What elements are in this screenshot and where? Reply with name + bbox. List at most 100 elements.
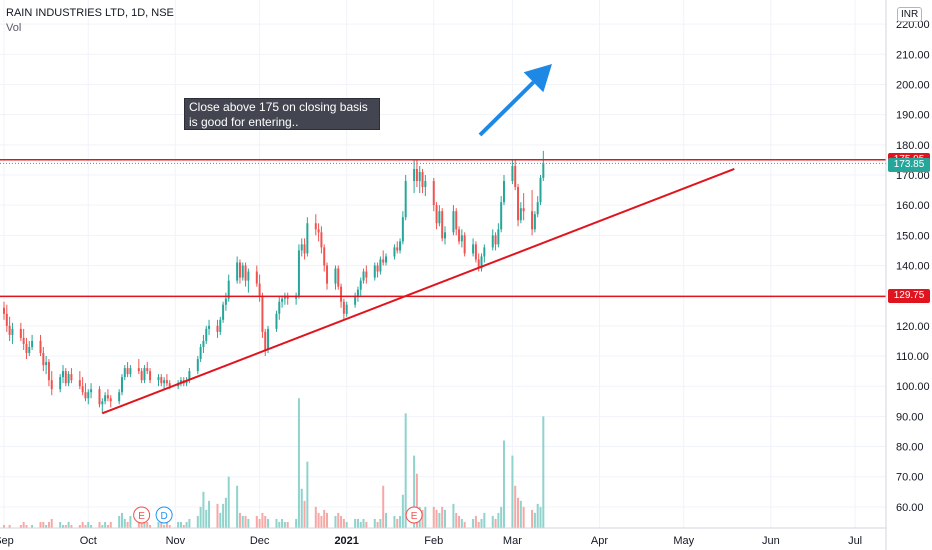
candle-body bbox=[120, 377, 123, 393]
candle-body bbox=[87, 392, 90, 399]
candlesticks bbox=[3, 150, 545, 414]
event-marker-letter: E bbox=[138, 511, 145, 522]
volume-bar bbox=[81, 521, 84, 528]
candle-body bbox=[22, 337, 25, 344]
last-price-label: 173.85 bbox=[888, 158, 930, 173]
candle-body bbox=[283, 295, 286, 299]
symbol-title[interactable]: RAIN INDUSTRIES LTD, 1D, NSE bbox=[6, 7, 174, 19]
candle-body bbox=[59, 377, 62, 390]
candle-body bbox=[255, 271, 258, 284]
chart-grid bbox=[0, 0, 886, 528]
candle-body bbox=[519, 208, 522, 221]
volume-bar bbox=[78, 524, 81, 528]
candle-body bbox=[297, 250, 300, 296]
volume-bar bbox=[42, 521, 45, 528]
candle-body bbox=[31, 340, 34, 347]
volume-bar bbox=[238, 512, 241, 528]
volume-bar bbox=[460, 518, 463, 528]
volume-bar bbox=[267, 518, 270, 528]
volume-bar bbox=[337, 512, 340, 528]
volume-bar bbox=[497, 512, 500, 528]
volume-bar bbox=[219, 512, 222, 528]
volume-bar bbox=[491, 515, 494, 528]
volume-bar bbox=[177, 521, 180, 528]
candle-body bbox=[205, 328, 208, 341]
volume-legend[interactable]: Vol bbox=[6, 22, 22, 34]
candle-body bbox=[415, 168, 418, 182]
time-axis[interactable]: Sep Oct Nov Dec 2021 Feb Mar Apr May Jun Jul bbox=[0, 527, 886, 547]
volume-bar bbox=[458, 515, 461, 528]
volume-bar bbox=[502, 440, 505, 528]
candle-body bbox=[219, 319, 222, 332]
candle-body bbox=[199, 346, 202, 360]
x-tick-label: Dec bbox=[250, 535, 270, 547]
volume-bar bbox=[149, 524, 152, 528]
volume-bar bbox=[84, 524, 87, 528]
volume-bar bbox=[61, 524, 64, 528]
candle-body bbox=[497, 229, 500, 245]
volume-bar bbox=[483, 512, 486, 528]
volume-bar bbox=[435, 509, 438, 528]
candle-body bbox=[222, 304, 225, 320]
volume-bar bbox=[452, 503, 455, 528]
volume-bar bbox=[264, 515, 267, 528]
y-tick-label: 220.00 bbox=[896, 19, 930, 31]
candle-body bbox=[323, 247, 326, 266]
volume-bar bbox=[300, 488, 303, 528]
candle-body bbox=[421, 171, 424, 188]
candle-body bbox=[64, 371, 67, 384]
candle-body bbox=[267, 328, 270, 350]
candle-body bbox=[494, 235, 497, 245]
volume-bar bbox=[373, 518, 376, 528]
volume-bar bbox=[106, 524, 109, 528]
annotation-callout[interactable]: Close above 175 on closing basis is good… bbox=[184, 98, 380, 130]
candle-body bbox=[404, 181, 407, 218]
volume-bar bbox=[157, 521, 160, 528]
candle-body bbox=[441, 211, 444, 239]
volume-bar bbox=[205, 509, 208, 528]
candle-body bbox=[536, 202, 539, 215]
volume-bar bbox=[199, 506, 202, 528]
candle-body bbox=[104, 395, 107, 402]
y-tick-label: 140.00 bbox=[896, 261, 930, 273]
volume-bar bbox=[3, 524, 5, 528]
candle-body bbox=[306, 223, 309, 254]
candle-body bbox=[432, 181, 435, 206]
candle-body bbox=[39, 340, 42, 354]
y-tick-label: 80.00 bbox=[896, 442, 924, 454]
candle-body bbox=[362, 271, 365, 281]
candle-body bbox=[286, 295, 289, 299]
volume-bar bbox=[70, 524, 73, 528]
volume-bar bbox=[202, 491, 205, 528]
chart-legend: RAIN INDUSTRIES LTD, 1D, NSE Vol bbox=[6, 6, 174, 36]
event-marker-letter: E bbox=[411, 511, 418, 522]
volume-bar bbox=[196, 515, 199, 528]
support-price-label: 129.75 bbox=[888, 289, 930, 304]
y-tick-label: 110.00 bbox=[896, 351, 929, 363]
candle-body bbox=[472, 244, 475, 254]
chart-drawings[interactable] bbox=[0, 64, 886, 415]
volume-bars bbox=[3, 398, 545, 528]
candle-body bbox=[126, 368, 129, 375]
volume-bar bbox=[98, 521, 101, 528]
candle-body bbox=[393, 247, 396, 257]
volume-bar bbox=[185, 521, 188, 528]
up-arrow-shaft bbox=[478, 80, 535, 137]
x-tick-label: Apr bbox=[591, 535, 608, 547]
candle-body bbox=[109, 398, 112, 402]
currency-badge[interactable]: INR bbox=[897, 7, 923, 22]
volume-bar bbox=[182, 524, 185, 528]
candle-body bbox=[244, 265, 247, 281]
volume-bar bbox=[165, 521, 168, 528]
candle-body bbox=[399, 241, 402, 251]
candle-body bbox=[320, 232, 323, 248]
candle-body bbox=[500, 202, 503, 230]
x-tick-label: 2021 bbox=[334, 535, 358, 547]
price-axis[interactable]: 60.0070.0080.0090.00100.00110.00120.0013… bbox=[885, 0, 930, 550]
candle-body bbox=[413, 168, 416, 182]
volume-bar bbox=[241, 515, 244, 528]
volume-bar bbox=[50, 518, 53, 528]
volume-bar bbox=[120, 512, 123, 528]
